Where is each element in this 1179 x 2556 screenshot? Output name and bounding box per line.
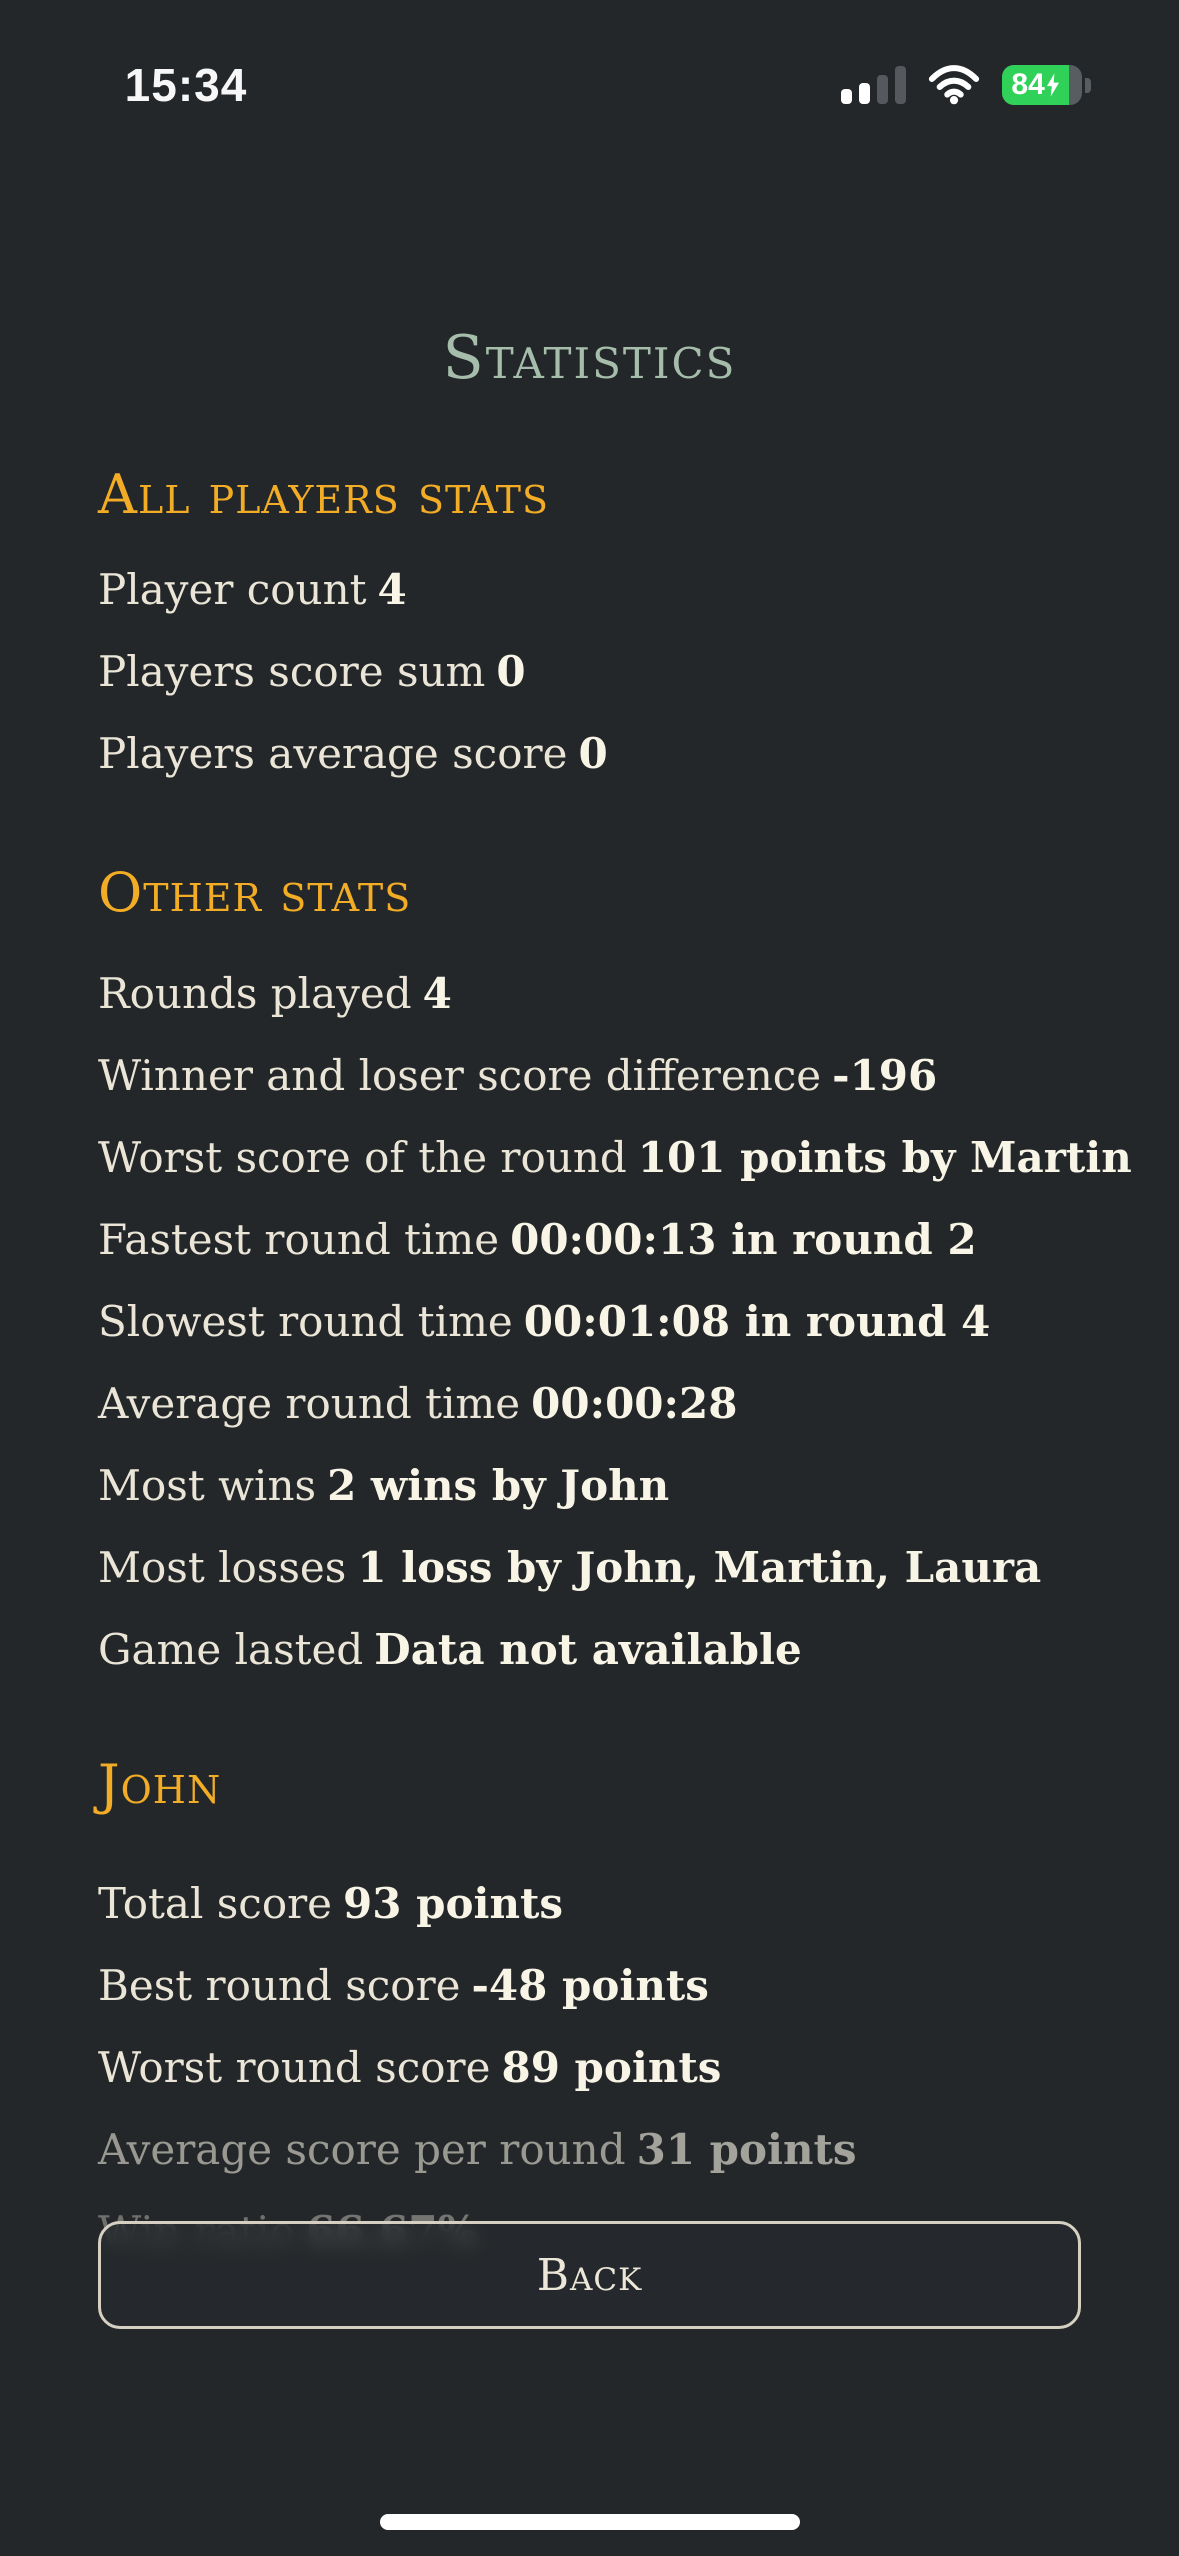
all-players-stats-list: Player count 4 Players score sum 0 Playe…: [98, 548, 1109, 794]
stat-row-score-difference: Winner and loser score difference -196: [98, 1034, 1109, 1116]
battery-icon: 84: [1002, 65, 1091, 105]
wifi-icon: [928, 65, 980, 105]
stat-value: Data not available: [374, 1624, 802, 1674]
cellular-signal-icon: [841, 66, 906, 104]
stat-value: 31 points: [636, 2124, 857, 2174]
stat-label: Players score sum: [98, 646, 486, 696]
stat-row-worst-score: Worst score of the round 101 points by M…: [98, 1116, 1132, 1198]
stat-value: 00:00:13 in round 2: [510, 1214, 977, 1264]
stat-row-average-score-per-round: Average score per round 31 points: [98, 2108, 1109, 2190]
section-title-john: John: [98, 1753, 222, 1816]
stat-row-most-wins: Most wins 2 wins by John: [98, 1444, 1109, 1526]
back-button[interactable]: Back: [98, 2221, 1081, 2329]
stat-value: 4: [422, 968, 452, 1018]
stat-value: 0: [496, 646, 526, 696]
status-bar: 15:34 84: [0, 0, 1179, 130]
status-time: 15:34: [124, 59, 248, 111]
section-title-all-players: All players stats: [98, 463, 550, 526]
stat-value: 00:00:28: [531, 1378, 738, 1428]
stat-label: Slowest round time: [98, 1296, 513, 1346]
stat-label: Rounds played: [98, 968, 412, 1018]
stat-label: Total score: [98, 1878, 333, 1928]
home-indicator[interactable]: [379, 2514, 800, 2530]
stat-row-best-round-score: Best round score -48 points: [98, 1944, 1109, 2026]
stat-label: Most losses: [98, 1542, 347, 1592]
stat-row-total-score: Total score 93 points: [98, 1862, 1109, 1944]
stat-label: Game lasted: [98, 1624, 364, 1674]
stat-label: Best round score: [98, 1960, 461, 2010]
stat-value: 0: [578, 728, 608, 778]
stat-row-most-losses: Most losses 1 loss by John, Martin, Laur…: [98, 1526, 1109, 1608]
other-stats-list: Rounds played 4 Winner and loser score d…: [98, 952, 1132, 1690]
status-icons: 84: [841, 62, 1091, 108]
stat-value: 00:01:08 in round 4: [523, 1296, 991, 1346]
stat-value: 93 points: [343, 1878, 564, 1928]
stat-row-average-score: Players average score 0: [98, 712, 1109, 794]
stat-value: -48 points: [471, 1960, 709, 2010]
stat-value: 2 wins by John: [327, 1460, 670, 1510]
stat-value: 1 loss by John, Martin, Laura: [357, 1542, 1042, 1592]
stat-label: Average round time: [98, 1378, 521, 1428]
stat-row-average-round-time: Average round time 00:00:28: [98, 1362, 1109, 1444]
stat-label: Winner and loser score difference: [98, 1050, 822, 1100]
stat-label: Average score per round: [98, 2124, 626, 2174]
page-title: Statistics: [442, 323, 737, 394]
section-title-other-stats: Other stats: [98, 861, 412, 924]
john-stats-list: Total score 93 points Best round score -…: [98, 1862, 1109, 2272]
stat-row-fastest-round: Fastest round time 00:00:13 in round 2: [98, 1198, 1109, 1280]
stat-value: -196: [832, 1050, 938, 1100]
battery-fill: [1002, 65, 1070, 105]
stat-value: 101 points by Martin: [637, 1132, 1132, 1182]
stat-row-player-count: Player count 4: [98, 548, 1109, 630]
stat-label: Worst score of the round: [98, 1132, 627, 1182]
stat-label: Fastest round time: [98, 1214, 500, 1264]
stat-row-slowest-round: Slowest round time 00:01:08 in round 4: [98, 1280, 1109, 1362]
stat-label: Player count: [98, 564, 367, 614]
stat-label: Players average score: [98, 728, 568, 778]
stat-label: Worst round score: [98, 2042, 491, 2092]
stat-row-game-lasted: Game lasted Data not available: [98, 1608, 1109, 1690]
battery-percent: 84: [1011, 68, 1045, 101]
stat-value: 89 points: [501, 2042, 722, 2092]
stat-label: Most wins: [98, 1460, 317, 1510]
stat-row-score-sum: Players score sum 0: [98, 630, 1109, 712]
charging-bolt-icon: [1046, 73, 1059, 97]
stat-row-rounds-played: Rounds played 4: [98, 952, 1109, 1034]
stat-value: 4: [377, 564, 407, 614]
stat-row-worst-round-score: Worst round score 89 points: [98, 2026, 1109, 2108]
